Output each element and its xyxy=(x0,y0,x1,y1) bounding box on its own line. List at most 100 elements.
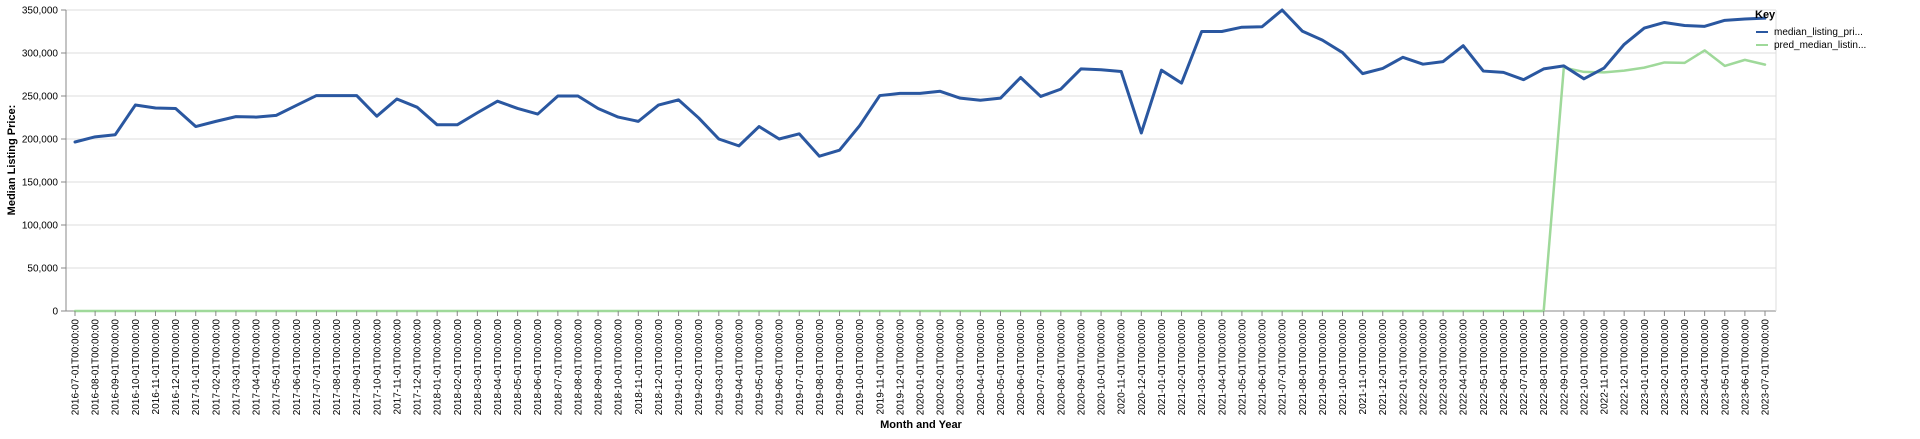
x-tick-label: 2022-06-01T00:00:00 xyxy=(1499,319,1510,416)
x-tick-label: 2017-08-01T00:00:00 xyxy=(332,319,343,416)
x-tick-label: 2022-05-01T00:00:00 xyxy=(1479,319,1490,416)
x-tick-label: 2023-02-01T00:00:00 xyxy=(1660,319,1671,416)
x-tick-label: 2017-10-01T00:00:00 xyxy=(372,319,383,416)
x-tick-label: 2020-04-01T00:00:00 xyxy=(976,319,987,416)
x-tick-label: 2021-02-01T00:00:00 xyxy=(1177,319,1188,416)
legend-label-pred-median-listing-price: pred_median_listin... xyxy=(1774,40,1866,51)
x-tick-label: 2019-02-01T00:00:00 xyxy=(694,319,705,416)
x-tick-label: 2023-05-01T00:00:00 xyxy=(1720,319,1731,416)
x-axis-title: Month and Year xyxy=(880,419,962,431)
x-tick-label: 2019-04-01T00:00:00 xyxy=(734,319,745,416)
x-tick-label: 2019-03-01T00:00:00 xyxy=(714,319,725,416)
x-tick-label: 2021-05-01T00:00:00 xyxy=(1237,319,1248,416)
y-tick-labels: 0 50,000 100,000 150,000 200,000 250,000 300,0… xyxy=(22,6,59,318)
x-tick-label: 2023-03-01T00:00:00 xyxy=(1680,319,1691,416)
x-tick-label: 2022-08-01T00:00:00 xyxy=(1539,319,1550,416)
x-tick-label: 2020-12-01T00:00:00 xyxy=(1137,319,1148,416)
legend-title: Key xyxy=(1755,9,1776,21)
x-tick-label: 2020-06-01T00:00:00 xyxy=(1016,319,1027,416)
y-tick-label: 150,000 xyxy=(22,178,59,189)
x-tick-label: 2018-12-01T00:00:00 xyxy=(654,319,665,416)
x-tick-label: 2022-12-01T00:00:00 xyxy=(1620,319,1631,416)
x-tick-label: 2020-02-01T00:00:00 xyxy=(936,319,947,416)
x-tick-label: 2018-05-01T00:00:00 xyxy=(513,319,524,416)
legend-item-median-listing-price: median_listing_pri... xyxy=(1756,27,1863,38)
x-tick-label: 2019-01-01T00:00:00 xyxy=(674,319,685,416)
x-tick-label: 2022-07-01T00:00:00 xyxy=(1519,319,1530,416)
x-tick-labels: 2016-07-01T00:00:00 2016-08-01T00:00:00 20… xyxy=(71,311,1772,415)
x-tick-label: 2018-01-01T00:00:00 xyxy=(433,319,444,416)
x-tick-label: 2020-08-01T00:00:00 xyxy=(1056,319,1067,416)
x-tick-label: 2023-04-01T00:00:00 xyxy=(1700,319,1711,416)
x-tick-label: 2017-05-01T00:00:00 xyxy=(272,319,283,416)
x-tick-label: 2023-07-01T00:00:00 xyxy=(1761,319,1772,416)
x-tick-label: 2020-09-01T00:00:00 xyxy=(1076,319,1087,416)
x-tick-label: 2023-06-01T00:00:00 xyxy=(1740,319,1751,416)
x-tick-label: 2021-03-01T00:00:00 xyxy=(1197,319,1208,416)
x-tick-label: 2017-09-01T00:00:00 xyxy=(352,319,363,416)
x-tick-label: 2018-11-01T00:00:00 xyxy=(634,319,645,415)
x-tick-label: 2020-11-01T00:00:00 xyxy=(1117,319,1128,415)
x-tick-label: 2016-08-01T00:00:00 xyxy=(91,319,102,416)
x-tick-label: 2023-01-01T00:00:00 xyxy=(1640,319,1651,416)
x-tick-label: 2022-01-01T00:00:00 xyxy=(1398,319,1409,416)
x-tick-label: 2020-07-01T00:00:00 xyxy=(1036,319,1047,416)
x-tick-label: 2016-12-01T00:00:00 xyxy=(171,319,182,416)
x-tick-label: 2021-11-01T00:00:00 xyxy=(1358,319,1369,415)
legend-label-median-listing-price: median_listing_pri... xyxy=(1774,27,1863,38)
x-tick-label: 2018-06-01T00:00:00 xyxy=(533,319,544,416)
x-tick-label: 2016-10-01T00:00:00 xyxy=(131,319,142,416)
x-tick-label: 2017-01-01T00:00:00 xyxy=(191,319,202,416)
x-tick-label: 2021-04-01T00:00:00 xyxy=(1217,319,1228,416)
x-tick-label: 2020-05-01T00:00:00 xyxy=(996,319,1007,416)
x-tick-label: 2017-02-01T00:00:00 xyxy=(211,319,222,416)
x-tick-label: 2019-07-01T00:00:00 xyxy=(795,319,806,416)
x-tick-label: 2022-11-01T00:00:00 xyxy=(1600,319,1611,415)
x-tick-label: 2019-05-01T00:00:00 xyxy=(755,319,766,416)
x-tick-label: 2021-06-01T00:00:00 xyxy=(1258,319,1269,416)
x-tick-label: 2018-04-01T00:00:00 xyxy=(493,319,504,416)
x-tick-label: 2019-12-01T00:00:00 xyxy=(895,319,906,416)
x-tick-label: 2018-03-01T00:00:00 xyxy=(473,319,484,416)
legend-item-pred-median-listing-price: pred_median_listin... xyxy=(1756,40,1866,51)
x-tick-label: 2017-11-01T00:00:00 xyxy=(392,319,403,415)
x-tick-label: 2022-03-01T00:00:00 xyxy=(1439,319,1450,416)
x-tick-label: 2016-09-01T00:00:00 xyxy=(111,319,122,416)
y-tick-label: 0 xyxy=(52,307,58,318)
y-tick-label: 350,000 xyxy=(22,6,59,17)
series-line-median-listing-price xyxy=(73,8,1767,158)
x-tick-label: 2020-03-01T00:00:00 xyxy=(956,319,967,416)
y-tick-label: 100,000 xyxy=(22,221,59,232)
y-tick-label: 250,000 xyxy=(22,92,59,103)
x-tick-label: 2022-10-01T00:00:00 xyxy=(1579,319,1590,416)
x-tick-label: 2018-02-01T00:00:00 xyxy=(453,319,464,416)
y-axis-title: Median Listing Price: xyxy=(6,105,18,216)
x-tick-label: 2022-09-01T00:00:00 xyxy=(1559,319,1570,416)
x-tick-label: 2017-03-01T00:00:00 xyxy=(231,319,242,416)
x-tick-label: 2018-08-01T00:00:00 xyxy=(573,319,584,416)
x-tick-label: 2018-07-01T00:00:00 xyxy=(553,319,564,416)
x-tick-label: 2019-10-01T00:00:00 xyxy=(855,319,866,416)
x-tick-label: 2021-01-01T00:00:00 xyxy=(1157,319,1168,416)
x-tick-label: 2019-09-01T00:00:00 xyxy=(835,319,846,416)
x-tick-label: 2017-12-01T00:00:00 xyxy=(413,319,424,416)
y-tick-label: 200,000 xyxy=(22,135,59,146)
x-tick-label: 2019-06-01T00:00:00 xyxy=(775,319,786,416)
x-tick-label: 2019-11-01T00:00:00 xyxy=(875,319,886,415)
x-tick-label: 2021-07-01T00:00:00 xyxy=(1278,319,1289,416)
x-tick-label: 2021-09-01T00:00:00 xyxy=(1318,319,1329,416)
x-tick-label: 2021-10-01T00:00:00 xyxy=(1338,319,1349,416)
x-tick-label: 2018-10-01T00:00:00 xyxy=(614,319,625,416)
x-tick-label: 2022-02-01T00:00:00 xyxy=(1418,319,1429,416)
x-tick-label: 2021-08-01T00:00:00 xyxy=(1298,319,1309,416)
y-tick-label: 50,000 xyxy=(27,264,58,275)
x-tick-label: 2019-08-01T00:00:00 xyxy=(815,319,826,416)
x-tick-label: 2022-04-01T00:00:00 xyxy=(1459,319,1470,416)
x-tick-label: 2018-09-01T00:00:00 xyxy=(594,319,605,416)
x-tick-label: 2020-10-01T00:00:00 xyxy=(1097,319,1108,416)
x-tick-label: 2016-11-01T00:00:00 xyxy=(151,319,162,415)
x-tick-label: 2017-06-01T00:00:00 xyxy=(292,319,303,416)
legend: Key median_listing_pri... pred_median_li… xyxy=(1755,9,1866,51)
